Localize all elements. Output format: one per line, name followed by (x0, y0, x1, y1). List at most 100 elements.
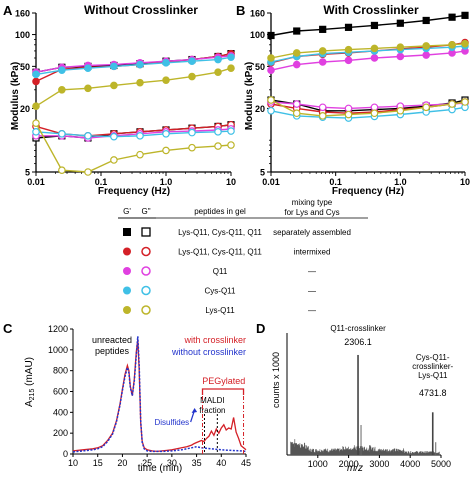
data-point (188, 57, 196, 65)
data-point (344, 23, 353, 31)
panel-label-b: B (236, 3, 245, 18)
chart-panel-c: A215 (mAU) time (min) 0 200 400 600 800 1000 1… (24, 324, 251, 474)
data-point (461, 39, 469, 48)
y-tick-label: 50 (255, 62, 265, 72)
spectrum-noise (290, 439, 440, 455)
data-point (448, 100, 456, 108)
y-tick-label: 1000 (48, 345, 68, 355)
data-point (32, 77, 40, 86)
data-point (370, 54, 379, 62)
y-axis-label: counts x 1000 (271, 352, 281, 408)
x-tick-label: 0.01 (27, 177, 45, 187)
y-tick-label: 160 (15, 9, 30, 19)
series (267, 96, 469, 120)
x-tick-label: 45 (241, 458, 251, 468)
data-point (188, 72, 196, 81)
peptides-cell: Lys-Q11, Cys-Q11, Q11 (178, 228, 262, 237)
data-point (461, 11, 469, 19)
x-tick-label: 10 (460, 177, 470, 187)
data-point (448, 40, 456, 49)
chart-panel-d: counts x 1000 m/z 1000 2000 3000 4000 5000 Q1… (271, 324, 454, 474)
panel-label-c: C (3, 321, 13, 336)
data-point (267, 31, 275, 40)
x-tick-label: 0.1 (329, 177, 342, 187)
data-point (32, 102, 40, 110)
x-tick-label: 1.0 (160, 177, 173, 187)
data-point (110, 132, 118, 141)
y-tick-label: 800 (53, 366, 68, 376)
data-point (32, 119, 40, 127)
data-point (162, 146, 170, 155)
series (32, 127, 235, 141)
x-tick-label: 1000 (308, 459, 328, 469)
data-point (136, 78, 144, 87)
data-point (318, 58, 327, 66)
chart-title: With Crosslinker (323, 3, 419, 17)
header-g-prime: G' (123, 207, 131, 216)
x-tick-label: 3000 (369, 459, 389, 469)
series (267, 39, 469, 62)
g-double-prime-marker (141, 266, 151, 276)
data-point (58, 166, 66, 175)
peptides-cell: Cys-Q11 (205, 287, 237, 296)
g-double-prime-marker (141, 246, 151, 257)
data-point (396, 19, 404, 27)
pegylated-bracket (201, 388, 245, 395)
data-point (136, 132, 144, 140)
x-tick-label: 25 (142, 458, 152, 468)
y-tick-label: 160 (250, 9, 265, 19)
data-point (370, 44, 379, 53)
data-point (136, 60, 144, 69)
data-point (214, 68, 222, 77)
x-tick-label: 0.1 (95, 177, 108, 187)
data-point (84, 168, 92, 176)
chart-panel-b: With Crosslinker Modulus (kPa) Frequency… (244, 3, 470, 197)
disulfides-arrowhead (191, 408, 198, 413)
y-tick-label: 600 (53, 387, 68, 397)
data-point (448, 13, 456, 21)
mixing-cell: — (308, 267, 316, 276)
data-point (227, 127, 235, 135)
legend-with-crosslinker: with crosslinker (183, 335, 246, 345)
data-point (214, 128, 222, 136)
y-tick-label: 0 (63, 449, 68, 459)
data-point (370, 21, 379, 30)
data-point (162, 59, 170, 67)
series-with-crosslinker (72, 339, 247, 453)
data-point (227, 64, 235, 73)
x-tick-label: 4000 (400, 459, 420, 469)
x-tick-label: 15 (93, 458, 103, 468)
data-point (292, 60, 301, 69)
series (32, 53, 235, 79)
y-tick-label: 5 (25, 168, 30, 178)
g-prime-marker (123, 267, 131, 275)
series (267, 11, 469, 40)
peptides-cell: Lys-Q11 (205, 306, 235, 315)
g-prime-marker (123, 306, 131, 314)
data-point (292, 100, 301, 108)
data-point (344, 110, 353, 119)
chart-panel-a: Without Crosslinker Modulus (kPa) Freque… (10, 3, 236, 197)
y-tick-label: 1200 (48, 324, 68, 334)
y-tick-label: 20 (255, 104, 265, 114)
data-point (318, 103, 327, 112)
y-axis-label: Modulus (kPa) (10, 62, 21, 130)
x-axis-label: Frequency (Hz) (98, 186, 170, 197)
data-point (344, 56, 353, 65)
peptides-cell: Lys-Q11, Cys-Q11, Q11 (178, 248, 262, 257)
legend-row: Cys-Q11 — (123, 285, 316, 296)
x-tick-label: 10 (226, 177, 236, 187)
panel-label-d: D (256, 321, 265, 336)
legend-table: G' G" peptides in gel mixing type for Lys… (118, 198, 368, 315)
data-point (422, 16, 430, 25)
data-point (227, 141, 235, 149)
x-tick-label: 0.01 (262, 177, 280, 187)
g-prime-marker (123, 228, 131, 236)
annotation-pegylated: PEGylated (202, 376, 245, 386)
legend-row: Q11 — (123, 266, 316, 276)
data-point (110, 156, 118, 164)
data-point (32, 70, 40, 79)
annotation-disulfides: Disulfides (154, 418, 189, 427)
peptides-cell: Q11 (213, 267, 228, 276)
y-axis-label: A215 (mAU) (24, 357, 36, 407)
